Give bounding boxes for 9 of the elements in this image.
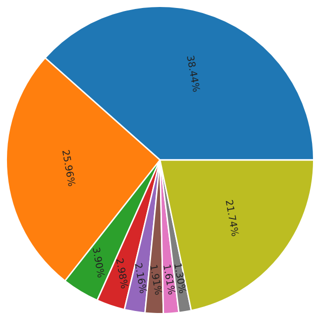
data-label: 2.16% [134,262,148,294]
data-label: 2.98% [116,258,128,289]
data-label: 1.91% [150,264,162,295]
data-label: 38.44% [186,55,200,92]
data-label: 21.74% [226,200,240,236]
data-label: 1.61% [163,264,176,295]
data-label: 3.90% [92,247,106,278]
data-label: 1.30% [174,263,187,294]
data-label: 25.96% [62,150,76,186]
